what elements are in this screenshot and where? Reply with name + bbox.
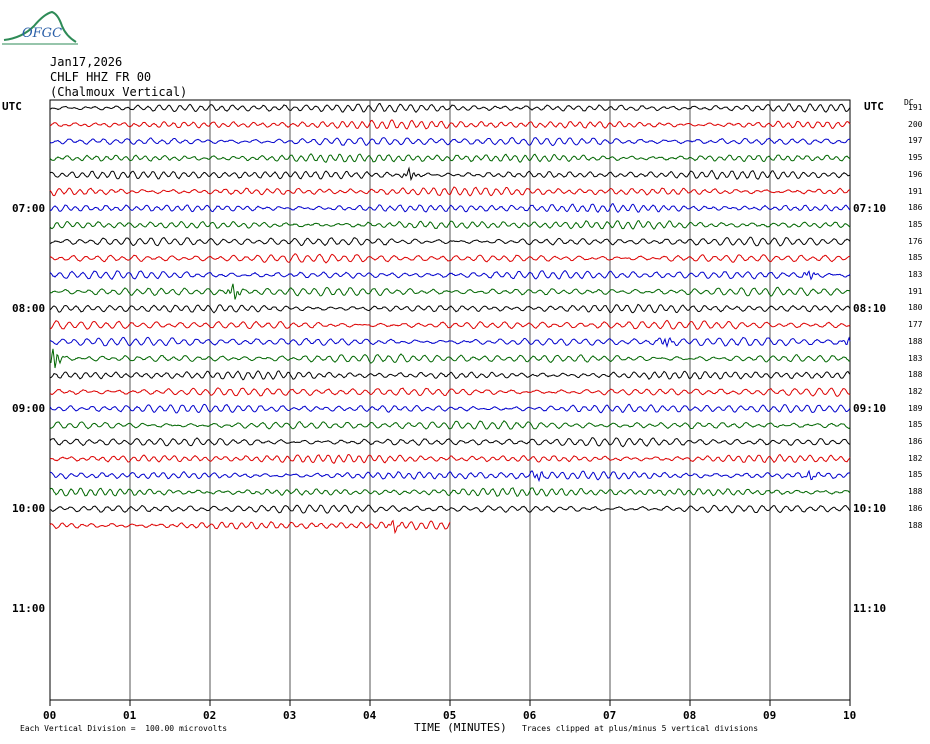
- seismic-trace-3: [49, 153, 851, 163]
- clip-note: Traces clipped at plus/minus 5 vertical …: [522, 724, 759, 733]
- x-tick-label: 05: [443, 709, 457, 722]
- seismic-trace-22: [49, 469, 851, 483]
- right-time-label: 08:10: [853, 302, 887, 315]
- dc-offset-label: 188: [908, 370, 923, 380]
- seismic-trace-11: [49, 283, 851, 300]
- x-tick-label: 00: [43, 709, 57, 722]
- dc-offset-label: 182: [908, 453, 923, 463]
- dc-offset-label: 197: [908, 136, 923, 146]
- left-time-label: 08:00: [12, 302, 46, 315]
- x-tick-label: 08: [683, 709, 697, 722]
- seismic-trace-5: [49, 186, 851, 197]
- dc-offset-label: 200: [908, 119, 923, 129]
- x-tick-label: 02: [203, 709, 217, 722]
- dc-offset-label: 188: [908, 336, 923, 346]
- dc-offset-label: 186: [908, 203, 923, 213]
- seismic-trace-10: [49, 269, 851, 281]
- right-utc-title: UTC: [864, 100, 884, 113]
- seismic-trace-17: [49, 387, 851, 397]
- x-tick-label: 03: [283, 709, 297, 722]
- left-time-label: 09:00: [12, 402, 46, 415]
- right-time-label: 09:10: [853, 402, 887, 415]
- right-time-label: 10:10: [853, 502, 887, 515]
- seismic-trace-18: [49, 403, 851, 414]
- location-label: (Chalmoux Vertical): [50, 85, 188, 99]
- seismic-trace-4: [49, 166, 851, 182]
- seismic-trace-19: [49, 420, 851, 430]
- left-utc-title: UTC: [2, 100, 22, 113]
- seismic-trace-25: [49, 519, 451, 535]
- seismic-trace-6: [49, 202, 851, 214]
- dc-offset-label: 177: [908, 320, 923, 330]
- dc-offset-label: 195: [908, 153, 923, 163]
- dc-offset-label: 196: [908, 169, 923, 179]
- dc-offset-label: 186: [908, 437, 923, 446]
- x-tick-label: 06: [523, 709, 537, 722]
- seismic-trace-23: [49, 487, 851, 497]
- x-tick-label: 04: [363, 709, 377, 722]
- dc-offset-label: 183: [908, 353, 923, 363]
- seismic-trace-12: [49, 303, 851, 314]
- seismic-trace-20: [49, 437, 851, 448]
- dc-offset-label: 185: [908, 420, 923, 430]
- dc-offset-label: 189: [908, 403, 923, 413]
- logo-curve-icon: [2, 10, 78, 45]
- dc-offset-label: 185: [908, 219, 923, 229]
- seismic-trace-15: [49, 348, 851, 369]
- seismic-trace-13: [49, 319, 851, 330]
- left-time-label: 07:00: [12, 202, 46, 215]
- seismic-trace-0: [49, 102, 851, 114]
- seismic-trace-2: [49, 136, 851, 147]
- division-note: Each Vertical Division = 100.00 microvol…: [20, 724, 228, 733]
- dc-offset-label: 188: [908, 487, 923, 497]
- dc-offset-label: 191: [908, 103, 923, 112]
- dc-offset-label: 182: [908, 386, 923, 396]
- station-label: CHLF HHZ FR 00: [50, 70, 152, 84]
- right-time-label: 07:10: [853, 202, 887, 215]
- dc-offset-label: 186: [908, 503, 923, 513]
- x-tick-label: 10: [843, 709, 857, 722]
- seismic-trace-8: [49, 236, 851, 247]
- x-axis-title: TIME (MINUTES): [414, 721, 507, 734]
- dc-offset-label: 183: [908, 270, 923, 279]
- seismic-trace-24: [49, 504, 851, 514]
- dc-offset-label: 180: [908, 303, 923, 313]
- left-time-label: 10:00: [12, 502, 46, 515]
- ofgc-logo: OFGC: [0, 4, 80, 46]
- dc-offset-label: 191: [908, 186, 923, 196]
- dc-offset-label: 188: [908, 520, 923, 530]
- x-tick-label: 01: [123, 709, 137, 722]
- dc-label: DC: [904, 98, 914, 107]
- right-time-label: 11:10: [853, 602, 887, 615]
- seismic-trace-14: [49, 336, 851, 348]
- seismic-trace-16: [49, 370, 851, 381]
- dc-offset-label: 176: [908, 236, 923, 246]
- dc-offset-label: 185: [908, 470, 923, 480]
- logo-text: OFGC: [22, 26, 63, 41]
- x-tick-label: 09: [763, 709, 777, 722]
- seismic-trace-9: [49, 253, 851, 264]
- seismic-trace-21: [49, 453, 851, 464]
- date-label: Jan17,2026: [50, 55, 123, 69]
- dc-offset-label: 191: [908, 286, 923, 296]
- seismic-trace-1: [49, 119, 851, 130]
- x-tick-label: 07: [603, 709, 617, 722]
- dc-offset-label: 185: [908, 253, 923, 263]
- seismic-trace-7: [49, 220, 851, 230]
- left-time-label: 11:00: [12, 602, 46, 615]
